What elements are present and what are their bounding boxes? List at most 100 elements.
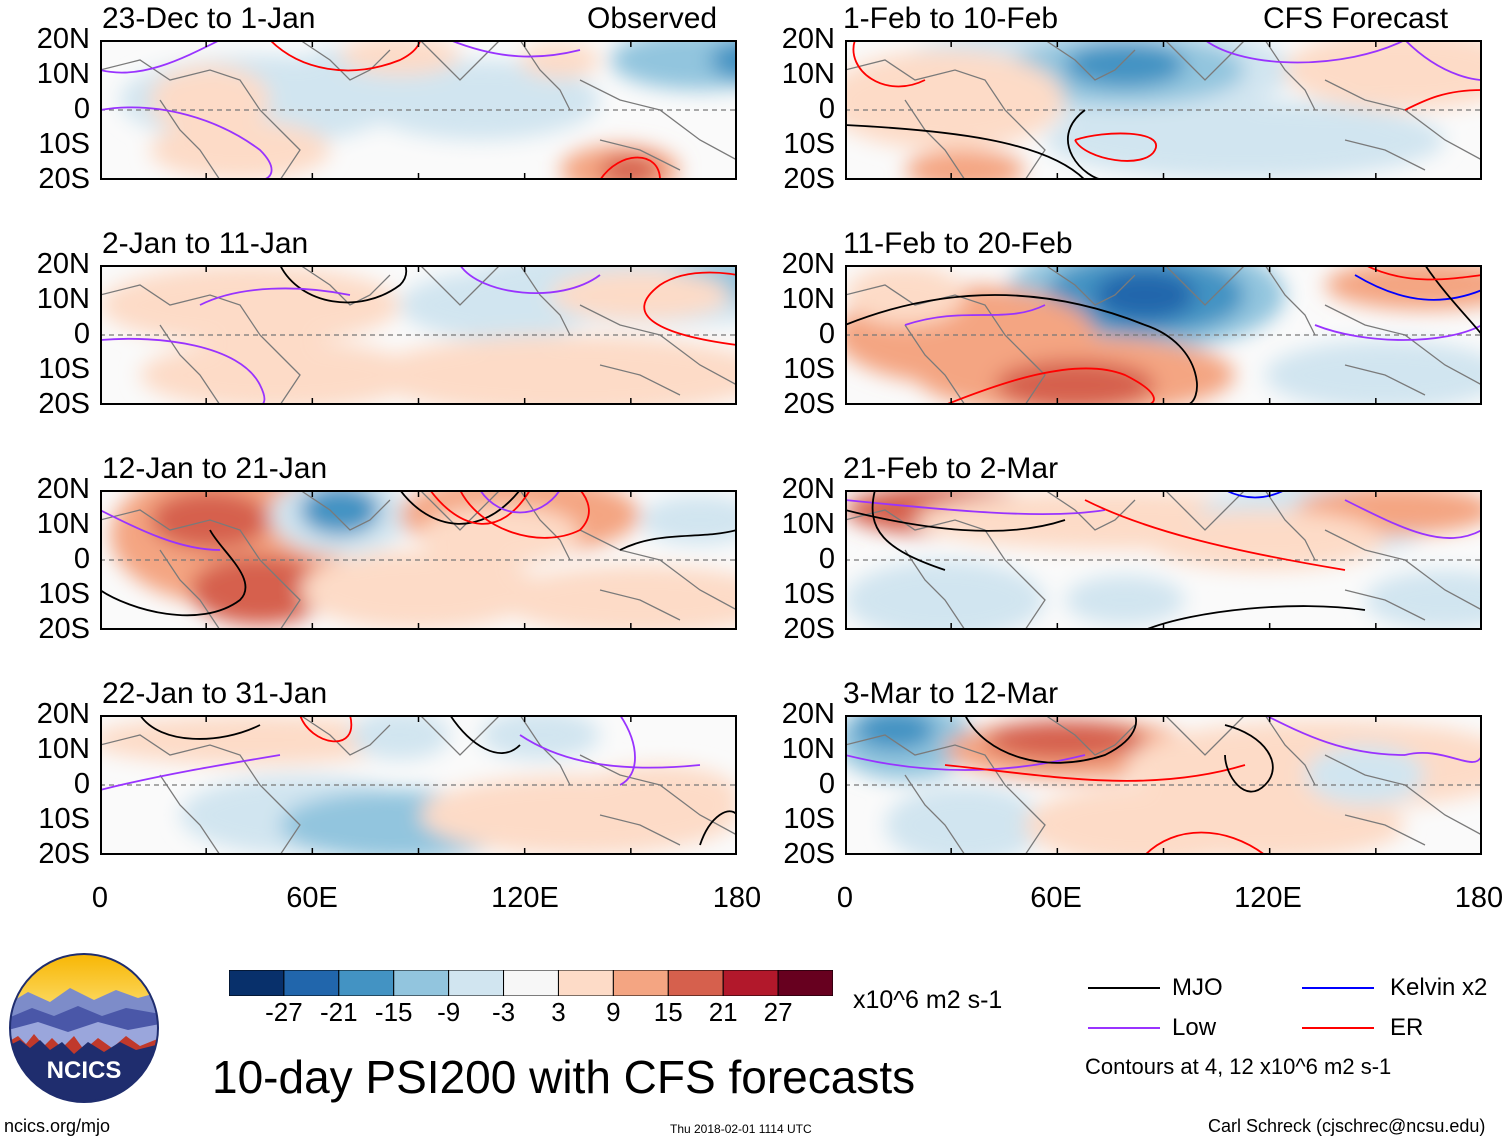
- y-tick-label: 10S: [38, 803, 90, 835]
- contour-line: [619, 529, 737, 551]
- legend-lines-left: [1088, 987, 1160, 1029]
- contour-line: [599, 156, 661, 180]
- shading-anomaly: [905, 150, 1025, 180]
- panel-6-title: 11-Feb to 20-Feb: [843, 227, 1073, 260]
- colorbar-tick-label: -21: [320, 997, 358, 1027]
- shading-anomaly: [150, 120, 330, 180]
- shading-anomaly: [610, 40, 737, 90]
- colorbar-swatch: [777, 970, 833, 996]
- panel-1-title: 23-Dec to 1-Jan: [102, 2, 316, 35]
- contour-line: [1404, 752, 1482, 763]
- shading-anomaly: [1365, 570, 1482, 630]
- y-tick-label: 10S: [783, 578, 835, 610]
- shading-anomaly: [845, 560, 1045, 630]
- contour-line: [871, 490, 946, 571]
- contour-line: [139, 715, 261, 740]
- y-tick-label: 20N: [36, 23, 90, 55]
- shading-anomaly: [480, 715, 600, 760]
- shading-anomaly: [710, 40, 737, 80]
- contour-line: [1344, 499, 1482, 539]
- shading-anomaly: [845, 265, 965, 325]
- shading-anomaly: [370, 335, 737, 405]
- contour-line: [1074, 132, 1157, 162]
- map-panel-8: [845, 715, 1482, 855]
- contour-line: [845, 124, 1086, 180]
- legend-lines-right: [1302, 987, 1374, 1029]
- y-tick-label: 10N: [781, 58, 835, 90]
- map-panel-5: [845, 40, 1482, 180]
- colorbar-tick-label: 27: [763, 997, 793, 1027]
- y-tick-label: 0: [818, 93, 835, 125]
- map-panel-6: [845, 265, 1482, 405]
- legend-er-label: ER: [1390, 1014, 1424, 1041]
- contour-line: [852, 40, 926, 88]
- shading-anomaly: [1065, 575, 1185, 625]
- contour-line: [519, 734, 701, 769]
- colorbar-tick-label: -3: [491, 997, 516, 1027]
- contour-line: [1204, 40, 1406, 64]
- shading-anomaly: [1045, 100, 1445, 180]
- shading-anomaly: [640, 495, 737, 545]
- colorbar-swatch: [338, 970, 395, 996]
- colorbar-tick-label: 21: [708, 997, 738, 1027]
- contour-line: [944, 764, 1246, 782]
- map-panel-3: [100, 490, 737, 630]
- footer-author: Carl Schreck (cjschrec@ncsu.edu): [1208, 1116, 1486, 1136]
- shading-anomaly: [500, 565, 737, 630]
- shading-anomaly: [150, 65, 270, 135]
- contour-line: [1364, 265, 1482, 281]
- contour-line: [1084, 499, 1346, 571]
- shading-anomaly: [855, 715, 935, 750]
- shading-anomaly: [1095, 270, 1195, 320]
- panel-2-title: 2-Jan to 11-Jan: [102, 227, 309, 260]
- shading-anomaly: [350, 715, 450, 760]
- shading-anomaly: [520, 42, 600, 78]
- colorbar-tick-label: -27: [265, 997, 303, 1027]
- contour-line: [699, 810, 737, 846]
- x-tick-180-left: 180: [712, 882, 762, 914]
- shading-anomaly: [600, 155, 660, 180]
- x-tick-0-right: 0: [836, 882, 854, 914]
- logo-text: NCICS: [47, 1057, 122, 1084]
- colorbar-tick-label: 15: [653, 997, 683, 1027]
- y-tick-label: 20S: [38, 838, 90, 870]
- colorbar-tick-label: -15: [374, 997, 413, 1027]
- panel-5-title: 1-Feb to 10-Feb: [843, 2, 1059, 35]
- footer-url: ncics.org/mjo: [4, 1116, 111, 1136]
- map-panel-4: [100, 715, 737, 855]
- y-tick-label: 20N: [781, 23, 835, 55]
- y-tick-label: 0: [818, 543, 835, 575]
- y-tick-label: 20N: [781, 473, 835, 505]
- cfs-forecast-label: CFS Forecast: [1263, 2, 1449, 35]
- contour-line: [399, 490, 521, 525]
- colorbar-tick-label: -9: [437, 997, 461, 1027]
- panel-7-title: 21-Feb to 2-Mar: [843, 452, 1059, 485]
- shading-anomaly: [1065, 43, 1185, 87]
- legend-low-label: Low: [1172, 1014, 1217, 1041]
- y-tick-label: 10S: [38, 128, 90, 160]
- contour-line: [1314, 324, 1482, 341]
- y-tick-label: 10S: [783, 128, 835, 160]
- panel-4-title: 22-Jan to 31-Jan: [102, 677, 328, 710]
- panel-8-title: 3-Mar to 12-Mar: [843, 677, 1059, 710]
- contour-line: [845, 499, 1106, 516]
- ncics-logo: NCICS: [9, 953, 159, 1103]
- shading-anomaly: [1415, 40, 1482, 80]
- y-tick-label: 0: [73, 93, 90, 125]
- contour-line: [1144, 605, 1366, 630]
- contour-line: [459, 265, 601, 294]
- y-tick-label: 10N: [36, 283, 90, 315]
- shading-anomaly: [300, 550, 540, 630]
- shading-anomaly: [140, 340, 420, 405]
- contour-line: [964, 715, 1138, 764]
- contour-line: [619, 715, 636, 786]
- colorbar-units: x10^6 m2 s-1: [853, 986, 1003, 1014]
- y-tick-label: 20S: [783, 838, 835, 870]
- shading-anomaly: [100, 265, 400, 345]
- y-tick-label: 0: [73, 768, 90, 800]
- x-tick-60e-left: 60E: [286, 882, 338, 914]
- legend-contour-note: Contours at 4, 12 x10^6 m2 s-1: [1085, 1054, 1392, 1079]
- x-tick-0-left: 0: [91, 882, 109, 914]
- contour-line: [1144, 831, 1266, 855]
- y-tick-label: 0: [73, 543, 90, 575]
